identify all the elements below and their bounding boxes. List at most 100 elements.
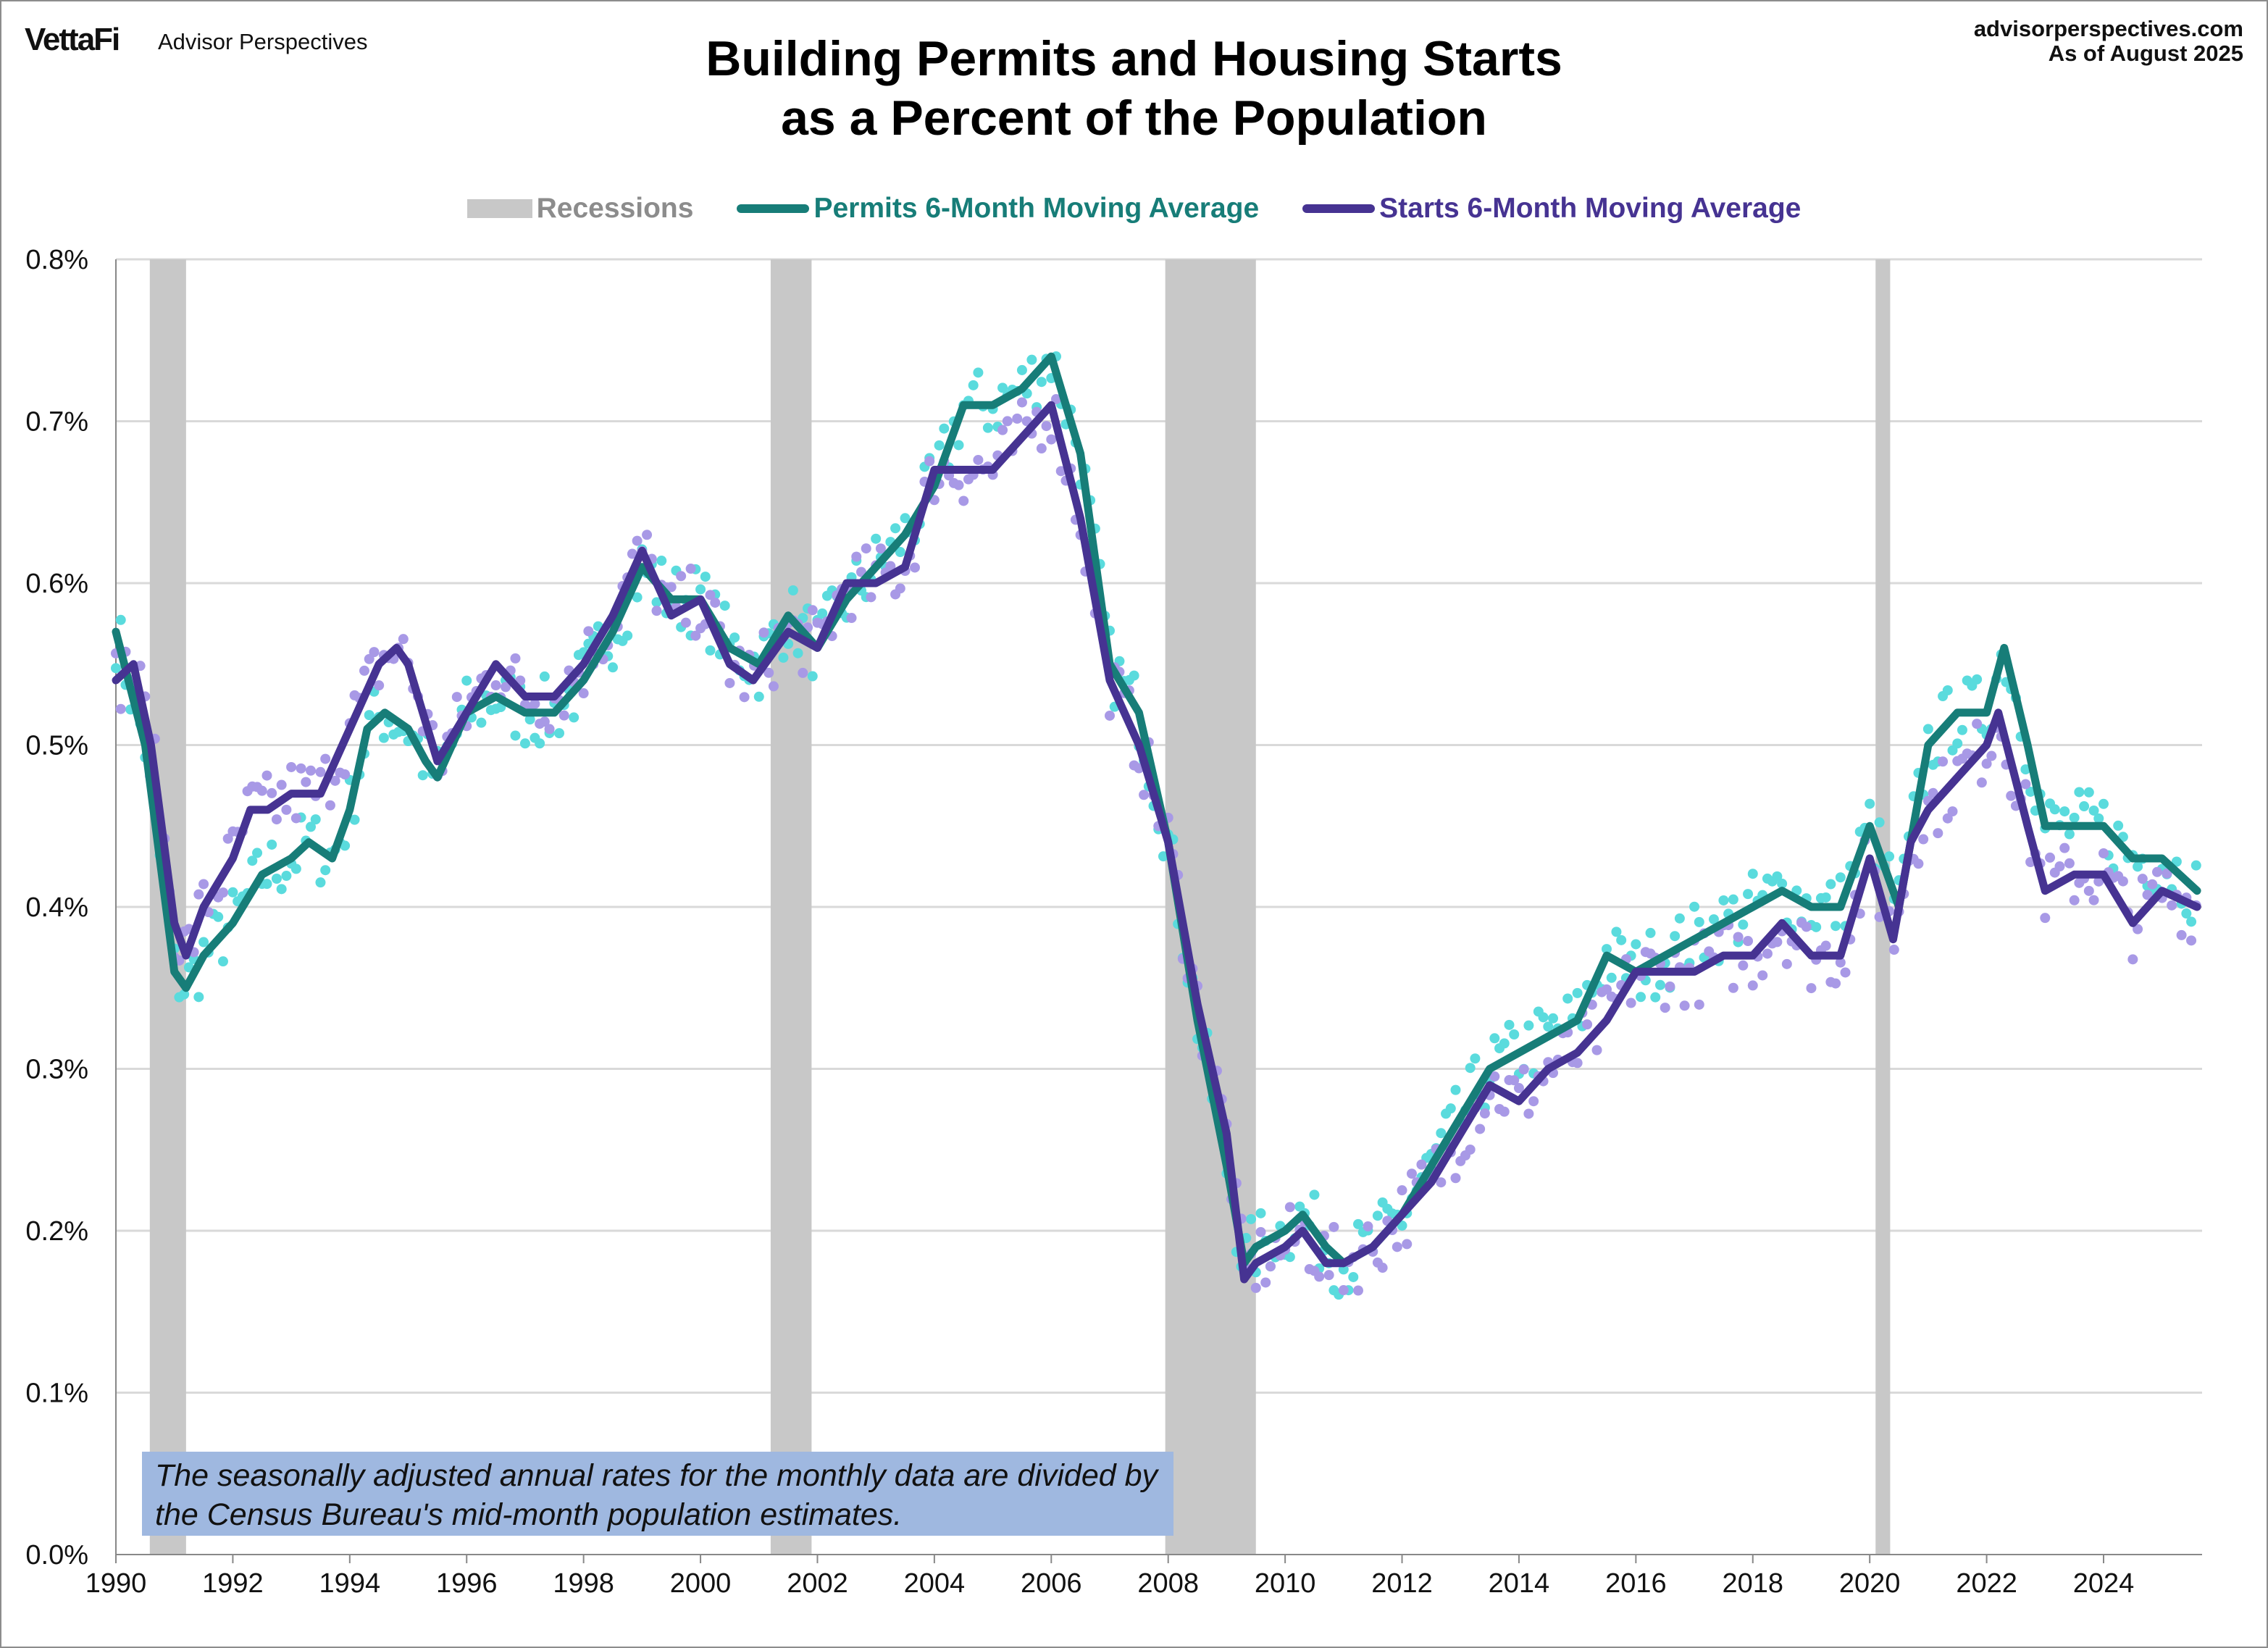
monthly-data-point [1016, 397, 1027, 408]
monthly-data-point [330, 775, 340, 786]
monthly-data-point [2098, 848, 2109, 858]
monthly-data-point [2059, 842, 2070, 853]
monthly-data-point [325, 800, 335, 811]
legend-label: Starts 6-Month Moving Average [1379, 193, 1802, 224]
monthly-data-point [1772, 871, 1783, 882]
monthly-data-point [544, 724, 555, 735]
monthly-data-point [1538, 1012, 1549, 1023]
monthly-data-point [1046, 434, 1057, 445]
monthly-data-point [1645, 927, 1656, 938]
monthly-data-point [1650, 992, 1661, 1003]
monthly-data-point [1947, 806, 1958, 817]
monthly-data-point [315, 877, 326, 888]
monthly-data-point [2079, 801, 2090, 812]
monthly-data-point [198, 937, 209, 948]
monthly-data-point [1981, 758, 1992, 769]
monthly-data-point [1284, 1252, 1295, 1263]
x-tick-label: 2006 [1021, 1568, 1082, 1599]
monthly-data-point [267, 839, 277, 850]
monthly-data-point [461, 675, 472, 686]
monthly-data-point [1777, 878, 1788, 889]
monthly-data-point [1957, 724, 1967, 735]
monthly-data-point [1314, 1271, 1325, 1282]
y-tick-label: 0.4% [25, 892, 88, 923]
monthly-data-point [1562, 993, 1573, 1004]
monthly-data-point [1718, 895, 1729, 905]
monthly-data-point [2117, 876, 2128, 887]
monthly-data-point [2176, 929, 2187, 940]
monthly-data-point [1976, 777, 1987, 788]
monthly-data-point [2088, 895, 2099, 905]
monthly-data-point [1602, 984, 1612, 995]
monthly-data-point [271, 873, 282, 884]
monthly-data-point [1255, 1208, 1266, 1218]
monthly-data-point [997, 424, 1008, 435]
brand-name: Advisor Perspectives [158, 29, 368, 54]
monthly-data-point [276, 779, 287, 790]
monthly-data-point [1402, 1239, 1413, 1250]
monthly-data-point [310, 814, 321, 825]
monthly-data-point [642, 530, 653, 540]
monthly-data-point [2064, 829, 2075, 840]
monthly-data-point [374, 680, 385, 691]
monthly-data-point [476, 717, 487, 728]
monthly-data-point [885, 561, 896, 572]
monthly-data-point [1743, 936, 1754, 947]
x-tick-label: 2018 [1722, 1568, 1783, 1599]
monthly-data-point [939, 423, 950, 434]
monthly-data-point [2137, 874, 2148, 884]
monthly-data-point [115, 703, 126, 714]
monthly-data-point [866, 592, 876, 603]
monthly-data-point [1026, 354, 1037, 365]
x-tick-label: 2010 [1255, 1568, 1316, 1599]
monthly-data-point [792, 648, 803, 658]
legend-starts: Starts 6-Month Moving Average [1302, 193, 1801, 225]
monthly-data-point [973, 454, 984, 465]
monthly-data-point [1708, 914, 1719, 925]
monthly-data-point [1625, 997, 1636, 1008]
monthly-data-point [2054, 861, 2065, 872]
monthly-data-point [851, 551, 862, 562]
monthly-data-point [651, 597, 662, 608]
monthly-data-point [290, 813, 301, 824]
monthly-data-point [578, 688, 589, 699]
monthly-data-point [739, 692, 750, 703]
monthly-data-point [807, 605, 818, 616]
starts-moving-average-line [112, 401, 2201, 1284]
monthly-data-point [2083, 885, 2094, 896]
monthly-data-point [1012, 413, 1023, 424]
monthly-data-point [524, 714, 535, 725]
monthly-data-point [193, 889, 204, 900]
monthly-data-point [1158, 851, 1168, 862]
monthly-data-point [1036, 443, 1047, 454]
monthly-data-point [1509, 1075, 1520, 1086]
permits-swatch [737, 204, 810, 213]
monthly-data-point [1543, 1021, 1554, 1032]
monthly-data-point [2113, 820, 2124, 831]
monthly-data-point [627, 548, 637, 559]
vettafi-logo: VettaFi [25, 22, 120, 57]
monthly-data-point [115, 614, 126, 625]
monthly-data-point [315, 766, 326, 777]
monthly-data-point [1392, 1242, 1402, 1252]
monthly-data-point [301, 777, 311, 787]
monthly-data-point [666, 582, 677, 593]
monthly-data-point [1051, 393, 1062, 404]
monthly-data-point [569, 712, 579, 723]
monthly-data-point [349, 814, 360, 825]
monthly-data-point [1353, 1218, 1363, 1229]
monthly-data-point [2006, 790, 2017, 801]
monthly-data-point [2167, 900, 2177, 911]
x-tick-label: 2002 [787, 1568, 848, 1599]
monthly-data-point [710, 597, 721, 608]
monthly-data-point [1582, 1019, 1593, 1030]
x-tick-label: 2016 [1605, 1568, 1667, 1599]
monthly-data-point [1129, 670, 1139, 681]
monthly-data-point [656, 556, 667, 566]
monthly-data-point [1377, 1263, 1388, 1273]
monthly-data-point [111, 663, 121, 674]
monthly-data-point [719, 601, 730, 611]
monthly-data-point [554, 728, 565, 739]
monthly-data-point [2162, 868, 2172, 879]
